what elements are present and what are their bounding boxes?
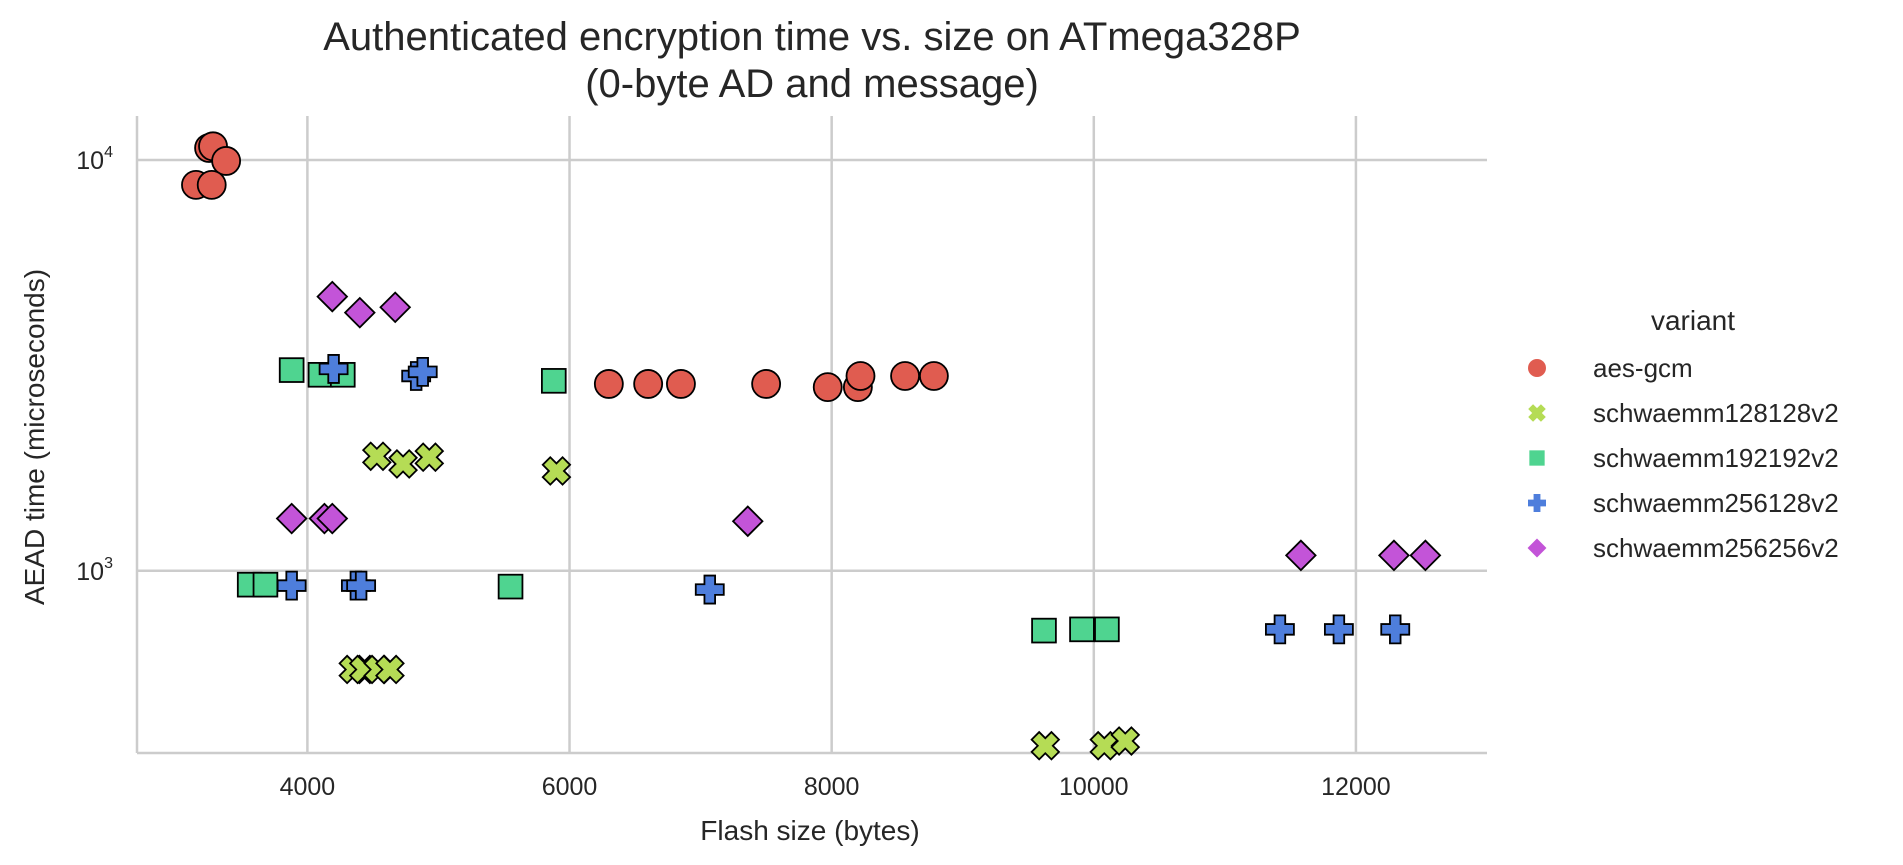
series-schwaemm256128v2 — [276, 354, 1411, 645]
data-point — [275, 502, 308, 535]
legend-marker — [1528, 494, 1546, 512]
data-point — [890, 361, 920, 391]
data-point — [633, 369, 664, 399]
data-point — [361, 441, 392, 472]
data-point — [1030, 730, 1061, 761]
x-axis-label: Flash size (bytes) — [700, 815, 919, 846]
x-tick-label: 6000 — [542, 773, 598, 801]
data-point — [593, 369, 624, 399]
data-point — [540, 368, 567, 394]
series-schwaemm192192v2 — [236, 357, 1120, 644]
data-point — [252, 571, 279, 598]
data-point — [751, 369, 782, 399]
legend-item-aes-gcm: aes-gcm — [1528, 353, 1693, 383]
data-point — [812, 372, 843, 403]
legend-label: schwaemm256128v2 — [1593, 488, 1839, 518]
data-point — [343, 296, 376, 329]
data-point — [1069, 616, 1095, 643]
series-schwaemm256256v2 — [275, 280, 1442, 572]
data-point — [694, 574, 725, 605]
data-point — [407, 356, 438, 387]
data-point — [1380, 614, 1411, 645]
legend-item-schwaemm192192v2: schwaemm192192v2 — [1529, 443, 1839, 473]
legend-marker — [1529, 450, 1545, 466]
legend-marker — [1528, 359, 1546, 377]
data-point — [316, 502, 349, 535]
data-point — [541, 456, 572, 486]
x-tick-label: 8000 — [804, 773, 860, 801]
data-point — [388, 449, 419, 479]
data-point — [1110, 726, 1141, 756]
data-point — [318, 354, 349, 384]
data-point — [1031, 617, 1057, 644]
data-point — [375, 654, 405, 685]
data-point — [196, 169, 227, 200]
legend-label: aes-gcm — [1593, 353, 1693, 383]
axes-spines — [135, 116, 1487, 755]
y-axis-label: AEAD time (microseconds) — [19, 269, 50, 605]
data-point — [346, 570, 377, 601]
data-point — [316, 280, 349, 313]
legend: variant aes-gcm schwaemm128128v2 schwaemm1… — [1527, 305, 1839, 563]
legend-label: schwaemm192192v2 — [1593, 443, 1839, 473]
y-tick-label: 104 — [76, 144, 113, 175]
series-schwaemm128128v2 — [338, 441, 1141, 761]
chart-subtitle: (0-byte AD and message) — [585, 62, 1039, 106]
data-point — [497, 573, 524, 600]
legend-item-schwaemm128128v2: schwaemm128128v2 — [1528, 398, 1839, 428]
chart-title: Authenticated encryption time vs. size o… — [323, 15, 1301, 59]
data-point — [414, 442, 445, 473]
y-tick-labels: 103 104 — [76, 144, 113, 586]
x-tick-label: 4000 — [280, 773, 336, 801]
legend-item-schwaemm256256v2: schwaemm256256v2 — [1527, 533, 1839, 563]
x-tick-labels: 4000 6000 8000 10000 12000 — [280, 773, 1391, 801]
data-point — [1265, 614, 1295, 645]
data-point — [1409, 539, 1442, 572]
data-points — [181, 131, 1442, 761]
x-tick-label: 10000 — [1059, 773, 1129, 801]
data-point — [666, 369, 696, 399]
legend-marker — [1527, 538, 1547, 558]
data-point — [278, 357, 305, 383]
data-point — [379, 291, 412, 324]
y-tick-label: 103 — [76, 555, 113, 586]
legend-title: variant — [1651, 305, 1735, 336]
data-point — [1284, 539, 1317, 572]
data-point — [211, 146, 242, 176]
data-point — [1377, 539, 1410, 572]
legend-label: schwaemm128128v2 — [1593, 398, 1839, 428]
series-aes-gcm — [181, 131, 949, 403]
data-point — [1094, 616, 1120, 643]
grid — [137, 116, 1487, 753]
data-point — [1323, 614, 1354, 645]
legend-label: schwaemm256256v2 — [1593, 533, 1839, 563]
legend-item-schwaemm256128v2: schwaemm256128v2 — [1528, 488, 1839, 518]
data-point — [918, 361, 949, 391]
data-point — [276, 570, 307, 601]
data-point — [845, 361, 876, 391]
data-point — [731, 505, 764, 538]
legend-marker — [1528, 404, 1546, 422]
x-tick-label: 12000 — [1321, 773, 1391, 801]
